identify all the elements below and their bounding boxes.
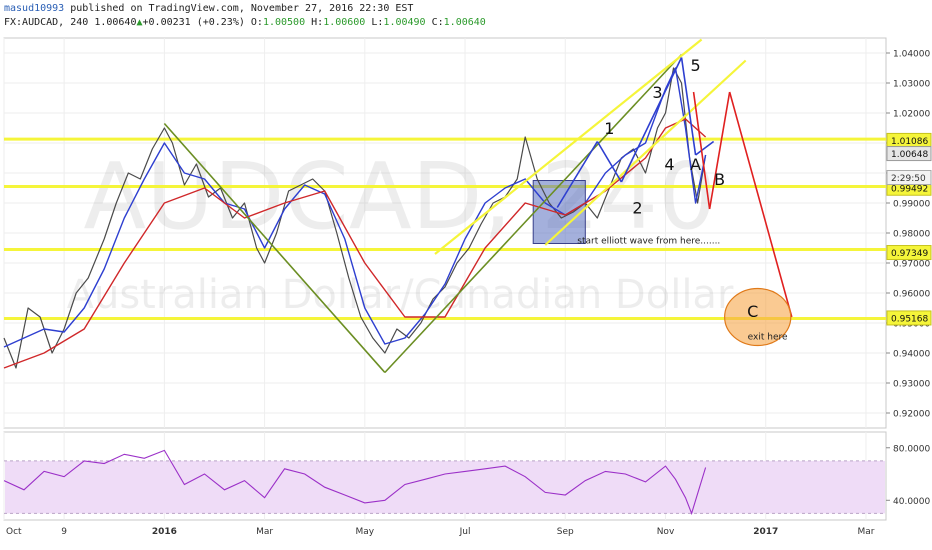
- countdown-text: 2:29:50: [891, 174, 926, 184]
- wave-label: C: [747, 302, 758, 321]
- time-tick-label: 9: [61, 527, 67, 537]
- wave-label: B: [714, 170, 725, 189]
- wave-label: 4: [664, 155, 674, 174]
- rsi-panel: 40.0000 80.0000: [3, 444, 930, 516]
- price-label-text: 1.00648: [891, 150, 928, 160]
- wave-label: A: [690, 155, 701, 174]
- low-value: 1.00490: [383, 17, 426, 28]
- close-label: C:: [431, 17, 444, 28]
- price-series: [3, 67, 707, 369]
- countdown-box: [886, 170, 932, 185]
- annotation-text: start elliott wave from here.......: [577, 237, 720, 247]
- price-tick-label: 0.96000: [893, 290, 930, 300]
- price-label-text: 0.95168: [891, 314, 928, 324]
- rsi-tick-label: 40.0000: [893, 497, 930, 507]
- projection-line: [708, 91, 731, 210]
- price-change: +0.00231 (+0.23%): [142, 17, 245, 28]
- channel-line: [544, 59, 747, 246]
- chart-header: masud10993 published on TradingView.com,…: [4, 2, 486, 30]
- price-tick-label: 0.92000: [893, 410, 930, 420]
- wave-line: [695, 140, 715, 156]
- drawings: [163, 38, 793, 374]
- price-tick-label: 0.99000: [893, 200, 930, 210]
- watermark-ticker: AUDCAD, 240: [83, 143, 716, 250]
- high-value: 1.00600: [323, 17, 366, 28]
- annotation-text: exit here: [748, 333, 788, 343]
- symbol-line: FX:AUDCAD, 240: [4, 17, 89, 28]
- time-axis[interactable]: Oct 9 2016 Mar May Jul Sep Nov 2017 Mar: [6, 527, 875, 537]
- price-label-box: [886, 146, 932, 162]
- ma_fast-line: [3, 67, 707, 348]
- ma_slow-line: [3, 118, 707, 369]
- trend-line: [384, 53, 683, 374]
- time-tick-label: Oct: [6, 527, 22, 537]
- price-axis[interactable]: 0.920000.930000.940000.950000.960000.970…: [886, 50, 932, 420]
- price-label-box: [886, 310, 932, 326]
- wave-label: 3: [652, 83, 662, 102]
- projection-line: [692, 91, 711, 210]
- target-ellipse: [724, 287, 792, 347]
- high-label: H:: [311, 17, 324, 28]
- wave-line: [620, 57, 683, 183]
- projection-line: [728, 91, 793, 318]
- price-tick-label: 0.97000: [893, 260, 930, 270]
- rsi-band: [5, 460, 885, 514]
- wave-line: [680, 57, 697, 156]
- channel-line: [434, 38, 703, 255]
- price-label-box: [886, 245, 932, 261]
- open-value: 1.00500: [262, 17, 306, 28]
- price-tick-label: 0.93000: [893, 380, 930, 390]
- price-tick-label: 0.94000: [893, 350, 930, 360]
- time-tick-label: Sep: [557, 527, 574, 537]
- publisher-link[interactable]: masud10993: [4, 3, 65, 14]
- price-tick-label: 1.03000: [893, 80, 930, 90]
- close-value: 1.00640: [443, 17, 486, 28]
- price-tick-label: 1.02000: [893, 110, 930, 120]
- wave-label: 2: [632, 199, 642, 218]
- trend-line: [163, 122, 386, 374]
- price-label-text: 1.01086: [891, 137, 928, 147]
- wave-line: [556, 141, 599, 208]
- price-tick-label: 0.98000: [893, 230, 930, 240]
- last-price: 1.00640: [94, 17, 137, 28]
- time-tick-label: Mar: [857, 527, 874, 537]
- time-tick-label: 2017: [753, 527, 778, 537]
- rsi-line: [3, 449, 707, 516]
- wave-label: 1: [604, 119, 614, 138]
- wave-label: 5: [690, 56, 700, 75]
- horizontal-levels: [4, 137, 886, 320]
- low-label: L:: [371, 17, 384, 28]
- rsi-tick-label: 80.0000: [893, 444, 930, 454]
- price-label-text: 0.99492: [891, 185, 928, 195]
- wave-line: [596, 141, 623, 183]
- time-tick-label: 2016: [152, 527, 177, 537]
- price-tick-label: 1.04000: [893, 50, 930, 60]
- published-text: published on TradingView.com, November 2…: [70, 3, 414, 14]
- up-triangle-icon: ▲: [136, 17, 143, 28]
- time-tick-label: Mar: [256, 527, 273, 537]
- time-tick-label: Nov: [657, 527, 675, 537]
- price-line: [3, 67, 707, 369]
- time-tick-label: Jul: [459, 527, 471, 537]
- price-label-text: 0.97349: [891, 249, 928, 259]
- open-label: O:: [250, 17, 263, 28]
- time-tick-label: May: [356, 527, 375, 537]
